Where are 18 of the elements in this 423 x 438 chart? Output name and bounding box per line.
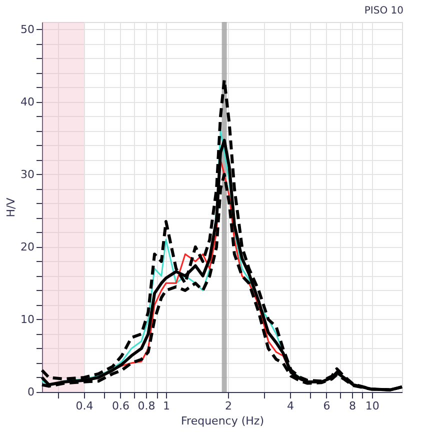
x-tick-label: 0.8 xyxy=(138,400,156,412)
x-tick-label: 4 xyxy=(286,400,294,412)
x-tick-label: 0.6 xyxy=(112,400,130,412)
y-axis-title: H/V xyxy=(4,197,18,218)
y-tick-label: 30 xyxy=(20,168,34,181)
x-tick-label: 6 xyxy=(323,400,330,412)
y-tick-label: 20 xyxy=(20,240,34,254)
chart-title: PISO 10 xyxy=(364,6,404,16)
y-tick-label: 40 xyxy=(20,95,34,108)
x-tick-label: 8 xyxy=(348,400,356,412)
y-tick-label: 0 xyxy=(28,386,34,398)
x-tick-label: 10 xyxy=(365,400,380,412)
x-axis-title: Frequency (Hz) xyxy=(181,414,264,428)
x-tick-label: 2 xyxy=(224,400,232,412)
y-tick-label: 50 xyxy=(20,22,34,36)
y-tick-label: 10 xyxy=(20,312,34,326)
x-tick-label: 1 xyxy=(162,400,170,412)
x-tick-label: 0.4 xyxy=(76,400,94,412)
